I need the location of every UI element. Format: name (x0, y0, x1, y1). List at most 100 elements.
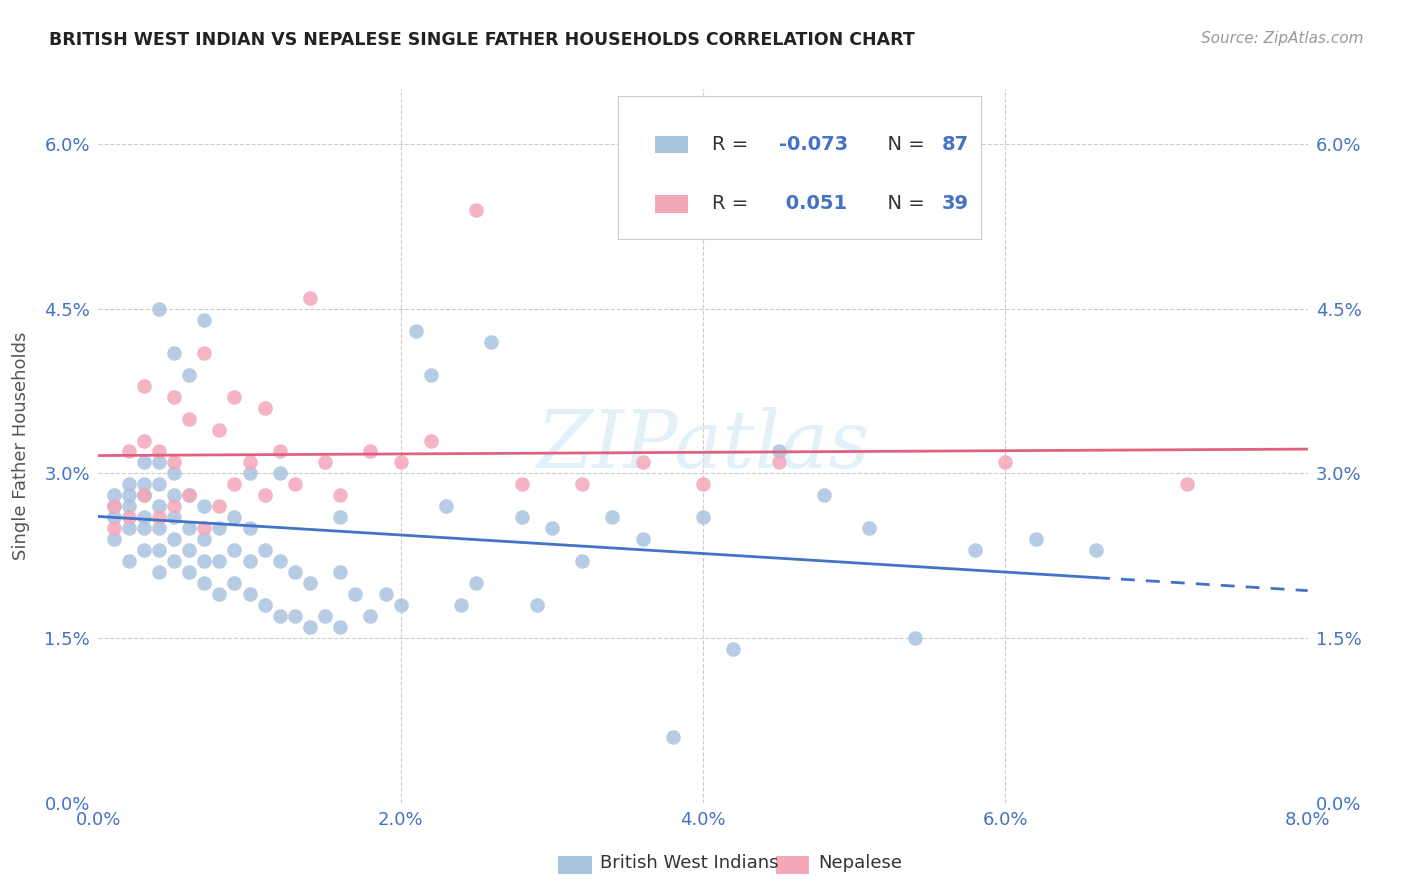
FancyBboxPatch shape (776, 856, 810, 874)
Point (163, 467, 186, 481)
Point (420, 434, 443, 448)
Point (193, 345, 215, 359)
Point (813, 488, 835, 502)
Point (904, 631, 927, 645)
Point (269, 609, 291, 624)
Point (148, 455, 170, 469)
Point (118, 488, 141, 502)
FancyBboxPatch shape (619, 96, 981, 239)
Point (239, 554, 262, 568)
Point (179, 488, 201, 502)
Point (132, 521, 155, 535)
Text: ZIPatlas: ZIPatlas (536, 408, 870, 484)
Point (858, 521, 880, 535)
Text: Source: ZipAtlas.com: Source: ZipAtlas.com (1201, 31, 1364, 46)
Point (450, 598, 472, 612)
Point (163, 500, 186, 514)
Point (148, 510, 170, 524)
Point (103, 510, 125, 524)
Point (284, 477, 307, 491)
Point (510, 510, 533, 524)
Point (148, 521, 170, 535)
Point (239, 587, 262, 601)
Point (163, 345, 186, 359)
Point (118, 500, 141, 514)
Point (148, 301, 170, 316)
Point (314, 609, 336, 624)
Point (148, 477, 170, 491)
Point (239, 467, 262, 481)
Point (103, 500, 125, 514)
Point (163, 390, 186, 404)
Point (118, 554, 141, 568)
Point (132, 488, 155, 502)
Point (299, 291, 322, 305)
Point (179, 411, 201, 425)
Text: R =: R = (711, 194, 761, 213)
Point (163, 533, 186, 547)
Point (1025, 533, 1047, 547)
Point (208, 423, 231, 437)
Point (420, 368, 443, 382)
FancyBboxPatch shape (655, 136, 688, 153)
Point (208, 500, 231, 514)
Point (692, 510, 714, 524)
Point (526, 598, 548, 612)
Point (103, 500, 125, 514)
Point (132, 378, 155, 392)
Point (193, 576, 215, 591)
Point (148, 566, 170, 580)
Point (253, 488, 276, 502)
Point (405, 324, 427, 338)
Point (103, 533, 125, 547)
Point (768, 444, 790, 458)
Point (224, 390, 246, 404)
Point (631, 455, 654, 469)
Text: N =: N = (876, 194, 931, 213)
Point (571, 477, 593, 491)
Point (434, 500, 457, 514)
Point (768, 455, 790, 469)
Point (253, 401, 276, 415)
Point (163, 554, 186, 568)
Point (148, 444, 170, 458)
Point (602, 510, 624, 524)
Point (329, 510, 352, 524)
Point (253, 598, 276, 612)
Text: -0.073: -0.073 (779, 135, 848, 154)
Point (148, 543, 170, 558)
Point (299, 576, 322, 591)
Point (269, 444, 291, 458)
Point (571, 554, 593, 568)
Point (208, 554, 231, 568)
Point (193, 554, 215, 568)
FancyBboxPatch shape (655, 194, 688, 212)
Point (661, 730, 683, 744)
Point (193, 521, 215, 535)
Point (631, 533, 654, 547)
Point (269, 554, 291, 568)
Point (284, 566, 307, 580)
Point (723, 642, 745, 657)
Text: Nepalese: Nepalese (818, 855, 901, 872)
Point (1175, 477, 1198, 491)
Point (329, 620, 352, 634)
Point (540, 521, 562, 535)
Point (692, 477, 714, 491)
Text: N =: N = (876, 135, 931, 154)
Point (179, 543, 201, 558)
Point (103, 488, 125, 502)
Point (360, 609, 382, 624)
Point (224, 477, 246, 491)
Point (118, 510, 141, 524)
Point (329, 566, 352, 580)
Point (314, 455, 336, 469)
Point (193, 312, 215, 326)
Point (132, 455, 155, 469)
Text: 87: 87 (942, 135, 969, 154)
Point (132, 477, 155, 491)
Point (299, 620, 322, 634)
Point (465, 202, 488, 217)
Point (163, 455, 186, 469)
Point (208, 521, 231, 535)
